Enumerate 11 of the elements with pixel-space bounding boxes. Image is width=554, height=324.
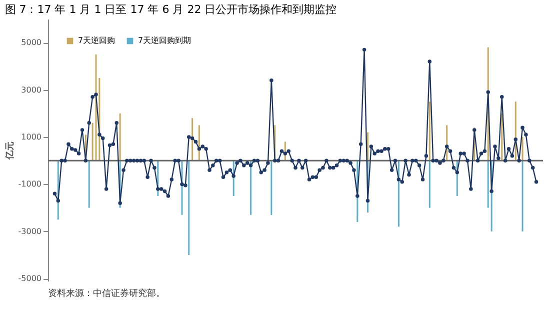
y-tick-label: 5000 bbox=[21, 38, 42, 48]
y-tick-label: -1000 bbox=[18, 180, 42, 189]
text: 资料来源：中信证券研究部。 bbox=[48, 288, 165, 299]
legend-label: 7天逆回购 bbox=[78, 36, 116, 45]
y-tick-label: -3000 bbox=[18, 226, 42, 236]
y-tick-label: 1000 bbox=[21, 132, 42, 142]
y-tick-label: 3000 bbox=[21, 85, 42, 94]
legend-label: 7天逆回购到期 bbox=[138, 36, 192, 45]
y-axis-title: 亿元 bbox=[4, 142, 16, 160]
y-tick-label: -5000 bbox=[18, 274, 42, 284]
chart-title: 图 7：17 年 1 月 1 日至 17 年 6 月 22 日公开市场操作和到期监控 bbox=[4, 3, 337, 16]
